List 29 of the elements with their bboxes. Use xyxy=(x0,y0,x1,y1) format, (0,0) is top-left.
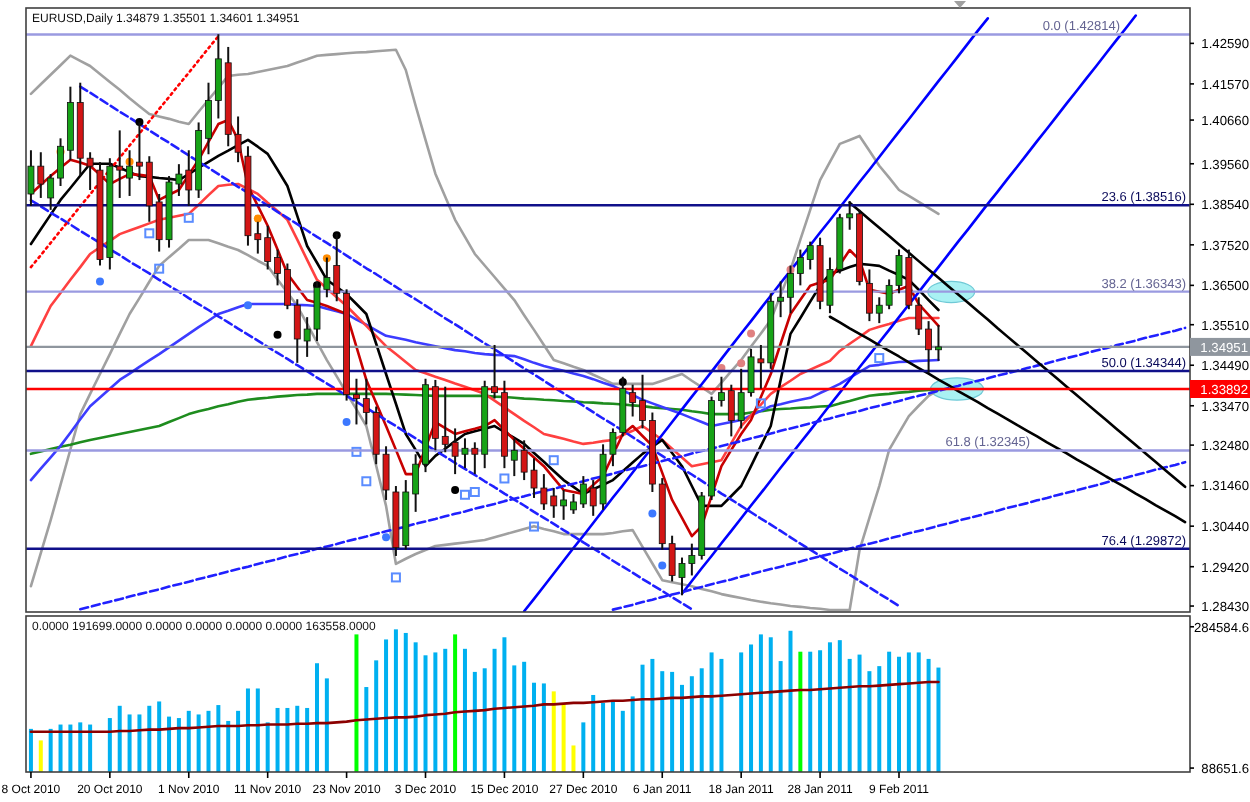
point xyxy=(874,353,885,364)
point xyxy=(351,446,362,457)
point xyxy=(361,476,372,487)
point xyxy=(95,277,104,286)
point xyxy=(390,572,401,583)
point xyxy=(342,418,351,427)
point xyxy=(548,455,559,466)
line-series xyxy=(29,34,220,269)
point xyxy=(459,489,470,500)
line-series xyxy=(29,182,940,468)
point xyxy=(144,228,155,239)
point xyxy=(183,212,194,223)
line-series xyxy=(29,48,940,396)
point xyxy=(154,263,165,274)
point xyxy=(658,561,667,570)
point xyxy=(529,521,540,532)
point xyxy=(451,486,460,495)
point xyxy=(273,330,282,339)
line-series xyxy=(29,680,940,734)
point xyxy=(747,329,756,338)
point xyxy=(253,214,262,223)
point xyxy=(243,301,252,310)
point xyxy=(755,398,766,409)
point xyxy=(382,533,391,542)
point xyxy=(499,473,510,484)
point xyxy=(737,359,746,368)
point xyxy=(648,509,657,518)
point xyxy=(469,486,480,497)
line-series xyxy=(848,201,1187,489)
